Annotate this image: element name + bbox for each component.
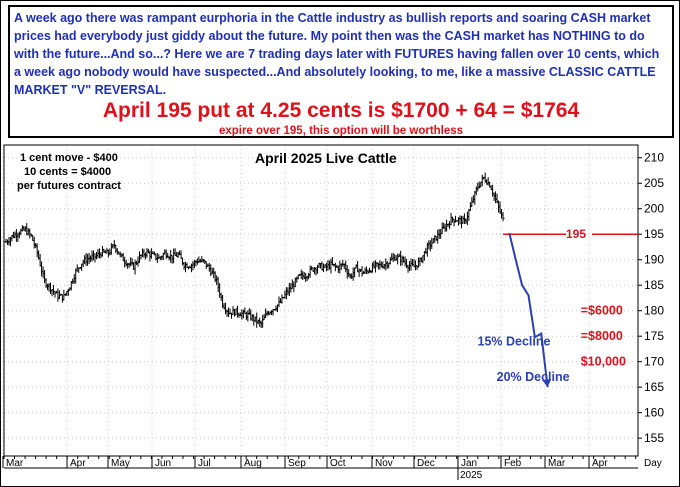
x-tick-label: Jan bbox=[461, 458, 477, 469]
x-tick-label: Apr bbox=[70, 458, 86, 469]
x-tick-label: Jun bbox=[155, 458, 171, 469]
y-tick-label: 180 bbox=[644, 304, 664, 318]
y-tick-label: 205 bbox=[644, 176, 664, 190]
chart-title: April 2025 Live Cattle bbox=[255, 150, 397, 166]
price-bars bbox=[4, 172, 505, 329]
y-tick-label: 165 bbox=[644, 380, 664, 394]
projection-arrowhead bbox=[542, 378, 552, 388]
projection-line bbox=[508, 232, 549, 388]
x-tick-label: Jul bbox=[198, 458, 211, 469]
chart-annotation: =$6000 bbox=[581, 304, 623, 318]
x-tick-label: Feb bbox=[504, 458, 522, 469]
chart-annotation: 15% Decline bbox=[478, 334, 551, 348]
chart-annotation: =$8000 bbox=[581, 329, 623, 343]
x-tick-label: Mar bbox=[548, 458, 566, 469]
y-tick-label: 190 bbox=[644, 253, 664, 267]
x-tick-label: May bbox=[111, 458, 130, 469]
x-tick-label: Sep bbox=[288, 458, 306, 469]
chart-labels: 155 160 165 170 175 180 185 190 195 200 205 210 Mar A… bbox=[6, 150, 664, 481]
commentary-box: A week ago there was rampant eurphoria i… bbox=[8, 5, 674, 138]
x-year-label: 2025 bbox=[460, 470, 483, 481]
y-tick-label: 185 bbox=[644, 278, 664, 292]
option-subline: expire over 195, this option will be wor… bbox=[218, 125, 464, 137]
x-tick-label: Apr bbox=[592, 458, 608, 469]
strike-label: 195 bbox=[566, 227, 586, 241]
x-tick-label: Dec bbox=[417, 458, 435, 469]
y-tick-label: 170 bbox=[644, 355, 664, 369]
x-tick-label: Aug bbox=[244, 458, 262, 469]
contract-note: 10 cents = $4000 bbox=[24, 166, 111, 178]
y-tick-label: 210 bbox=[644, 151, 664, 165]
y-tick-label: 175 bbox=[644, 329, 664, 343]
x-tick-label: Oct bbox=[330, 458, 346, 469]
commentary-text: A week ago there was rampant eurphoria i… bbox=[14, 11, 660, 97]
y-tick-label: 200 bbox=[644, 202, 664, 216]
chart-axes bbox=[2, 144, 642, 480]
y-tick-label: 155 bbox=[644, 431, 664, 445]
x-tick-label: Nov bbox=[375, 458, 393, 469]
x-tick-label: Mar bbox=[6, 458, 24, 469]
y-tick-label: 160 bbox=[644, 406, 664, 420]
y-tick-label: 195 bbox=[644, 227, 664, 241]
x-axis-label: Day bbox=[644, 458, 662, 469]
chart-lines bbox=[503, 232, 638, 388]
plot-frame bbox=[3, 144, 639, 457]
contract-note: 1 cent move - $400 bbox=[20, 152, 118, 164]
option-headline: April 195 put at 4.25 cents is $1700 + 6… bbox=[102, 99, 580, 122]
chart-annotation: 20% Decline bbox=[497, 370, 570, 384]
contract-note: per futures contract bbox=[17, 180, 121, 192]
chart-annotation: $10,000 bbox=[581, 355, 626, 369]
